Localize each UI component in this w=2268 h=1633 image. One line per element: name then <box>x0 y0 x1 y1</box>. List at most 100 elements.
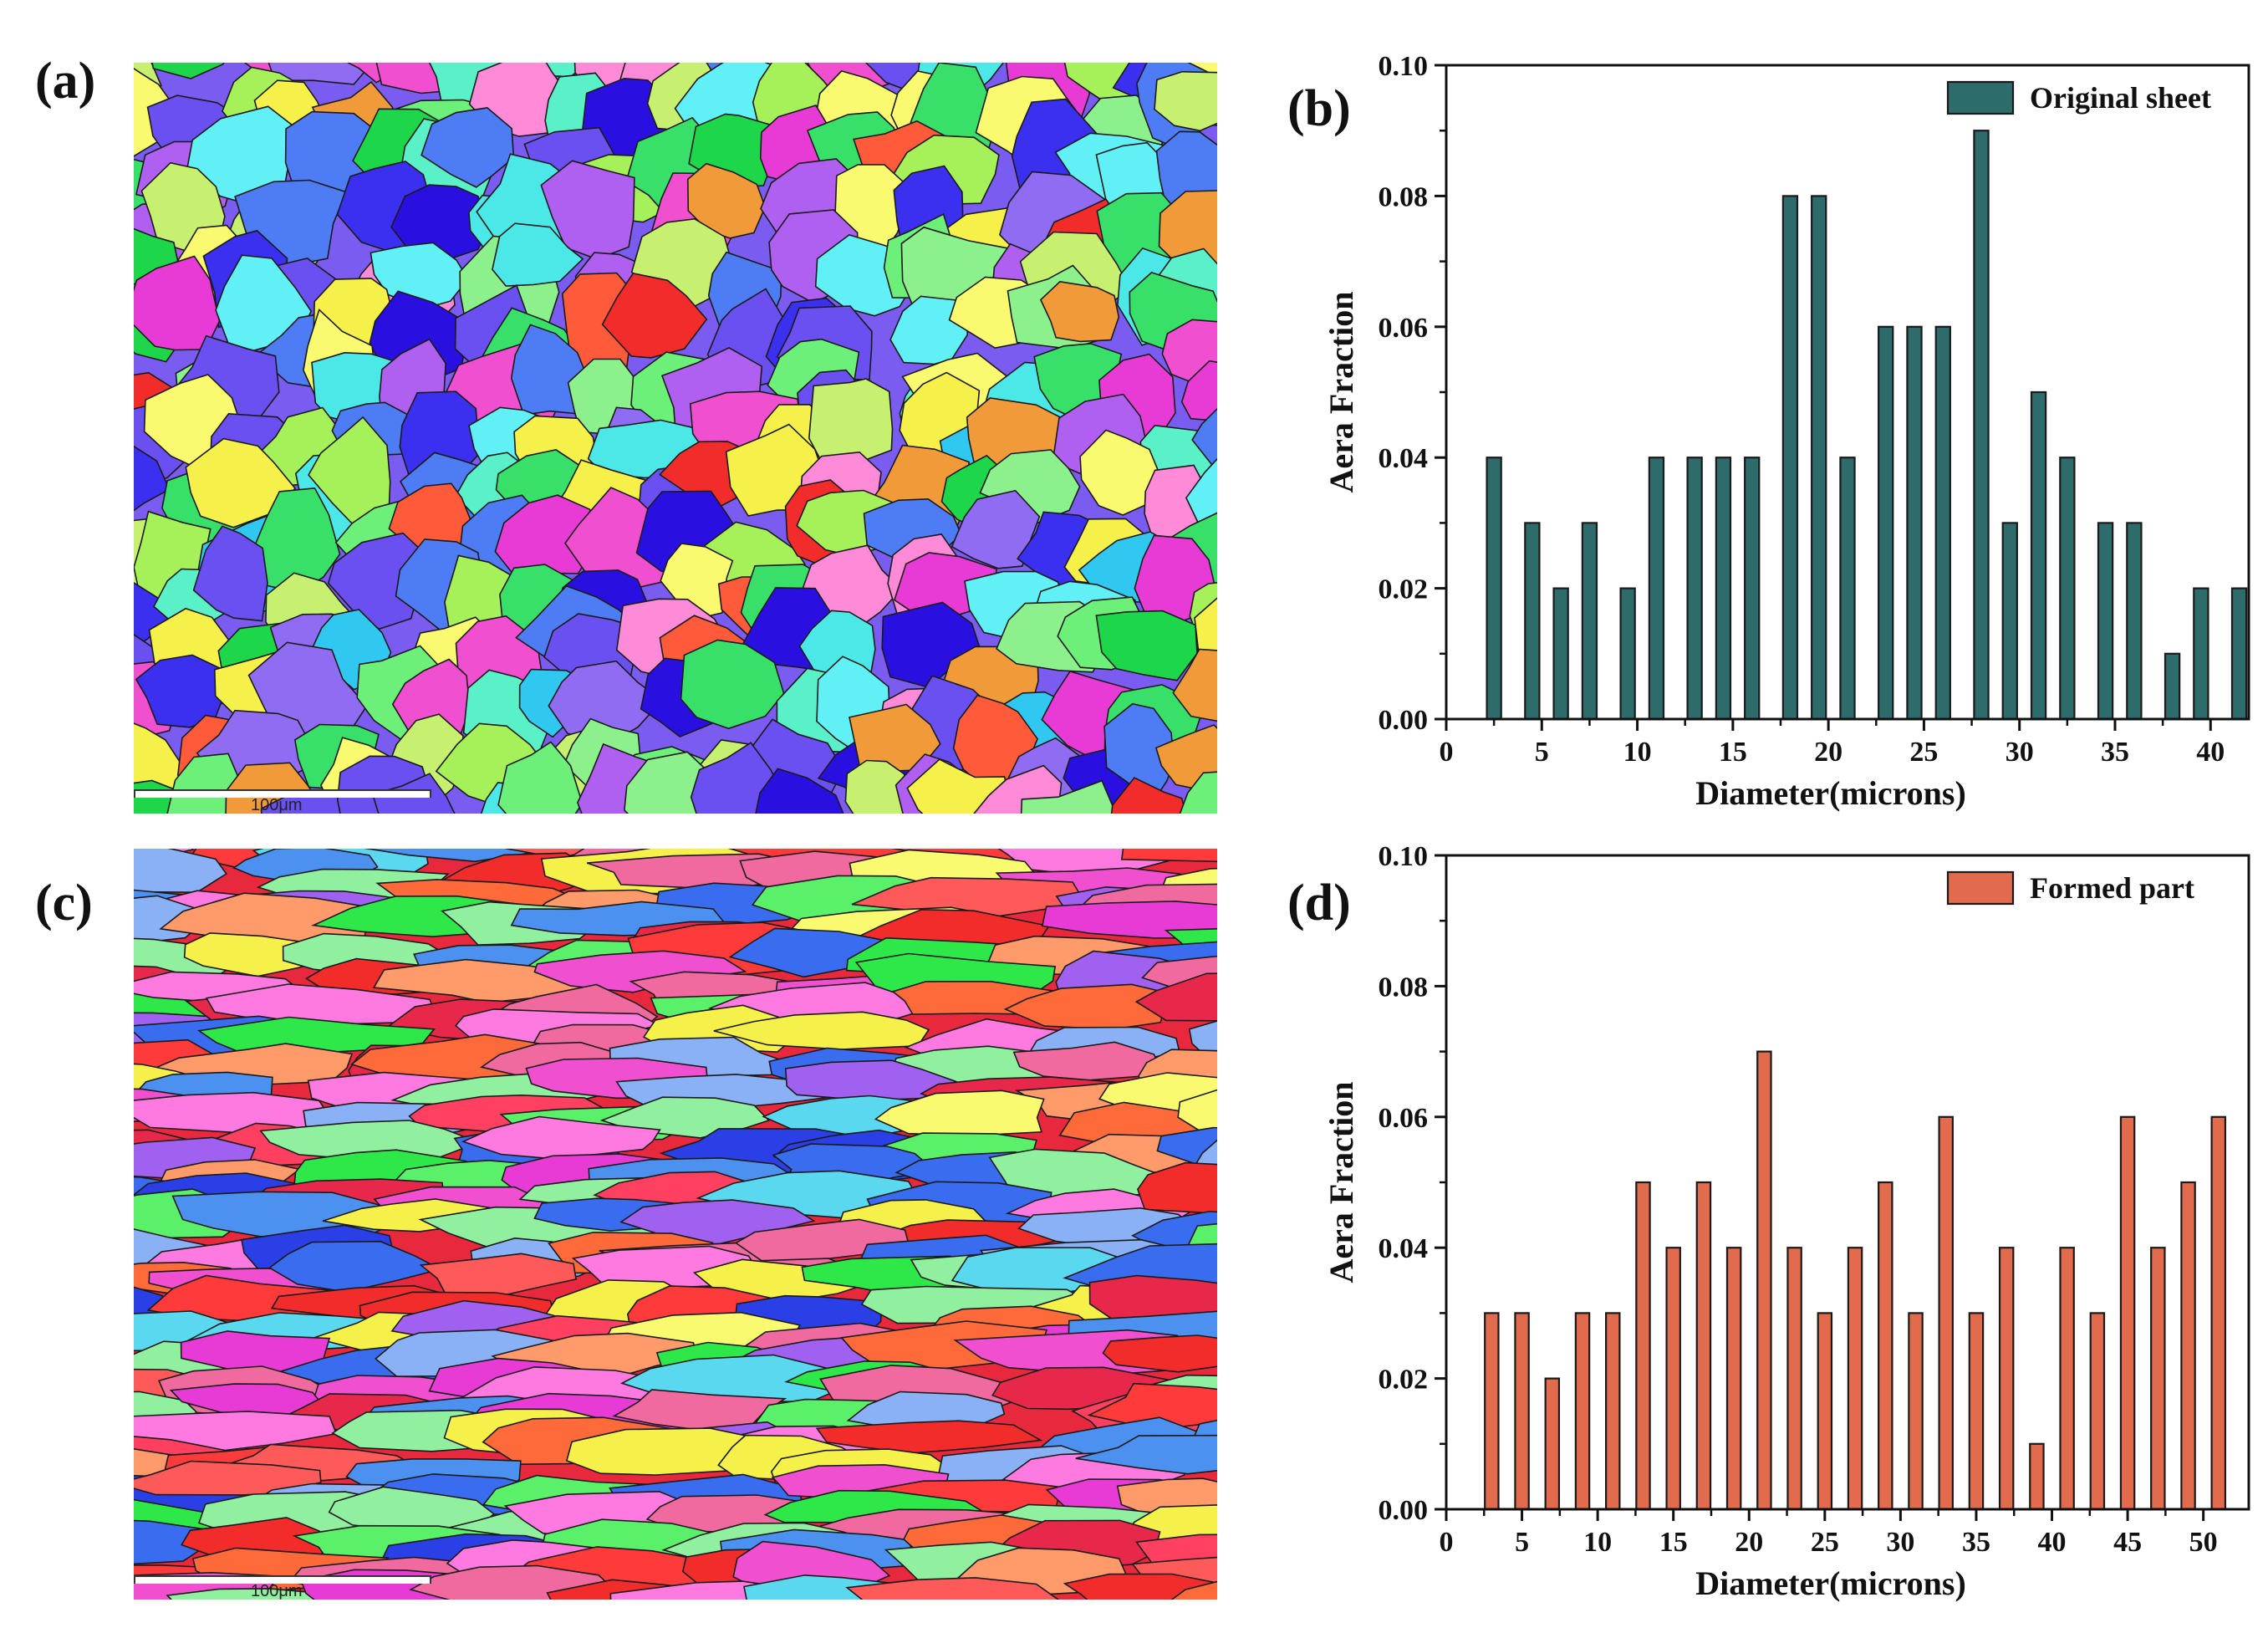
grain <box>713 1011 930 1050</box>
bar <box>1998 1247 2015 1511</box>
y-tick-label: 0.06 <box>1379 313 1429 344</box>
scale-bar-a <box>134 789 431 798</box>
grain <box>755 768 844 814</box>
bar <box>2001 522 2018 721</box>
bar <box>1514 1312 1530 1511</box>
grain <box>1179 771 1217 814</box>
bar <box>1847 1247 1863 1511</box>
bar <box>2089 1312 2106 1511</box>
grain <box>1170 1580 1217 1600</box>
grain <box>540 160 635 260</box>
ebsd-map-formed <box>134 849 1217 1600</box>
grain <box>1075 1434 1217 1475</box>
grain <box>134 1411 338 1452</box>
legend-label: Original sheet <box>2030 81 2211 115</box>
grain <box>680 639 785 730</box>
y-tick-label: 0.00 <box>1379 1495 1429 1526</box>
legend-label: Formed part <box>2030 871 2194 905</box>
bar <box>2150 1247 2166 1511</box>
legend-swatch <box>1946 80 2015 115</box>
grain <box>166 753 242 814</box>
grain <box>1020 779 1117 814</box>
y-tick-label: 0.04 <box>1379 1233 1429 1264</box>
bar <box>2164 652 2181 721</box>
grain <box>1095 610 1198 681</box>
y-tick-label: 0.08 <box>1379 972 1429 1003</box>
panel-label-a: (a) <box>35 53 96 110</box>
scale-bar-label-a: 100μm <box>251 796 303 814</box>
x-axis-title: Diameter(microns) <box>1695 774 1966 812</box>
grain <box>874 1090 1045 1137</box>
bar <box>1968 1312 1985 1511</box>
panel-label-c: (c) <box>35 875 93 931</box>
x-tick-label: 35 <box>1962 1527 1990 1558</box>
grain <box>134 255 221 351</box>
grain <box>151 63 225 79</box>
bar <box>1581 522 1598 721</box>
x-tick-label: 0 <box>1440 737 1454 768</box>
x-tick-label: 10 <box>1583 1527 1612 1558</box>
bar <box>1839 457 1856 721</box>
x-tick-label: 5 <box>1515 1527 1529 1558</box>
bar <box>1665 1247 1681 1511</box>
x-tick-label: 15 <box>1659 1527 1688 1558</box>
ebsd-map-original <box>134 63 1217 814</box>
chart-original-sheet: 0.00 0.02 0.04 0.06 0.08 0.10 0 5 10 15 20 25 30 35 40… <box>1323 51 2250 812</box>
bar <box>2126 522 2143 721</box>
grain <box>951 489 1041 569</box>
bar <box>1781 195 1799 721</box>
bar <box>2230 587 2248 721</box>
bar <box>1524 522 1541 721</box>
grain <box>845 1577 1060 1600</box>
grain <box>1180 360 1217 421</box>
grain <box>134 445 171 512</box>
y-tick-label: 0.08 <box>1379 181 1429 212</box>
bar <box>1756 1050 1772 1511</box>
grain <box>686 162 767 239</box>
grain <box>420 107 515 188</box>
grain <box>268 63 374 85</box>
grain <box>510 324 589 416</box>
x-tick-label: 15 <box>1719 737 1747 768</box>
grain <box>565 1427 768 1476</box>
grain <box>1191 407 1217 472</box>
grain <box>1185 457 1217 527</box>
panel-label-b: (b) <box>1287 80 1351 137</box>
bar <box>1878 325 1894 721</box>
grain <box>881 601 981 688</box>
grain <box>659 441 749 510</box>
bar <box>1878 1181 1893 1511</box>
grain <box>1110 777 1187 814</box>
grain <box>390 184 490 263</box>
y-tick-label: 0.06 <box>1379 1103 1429 1134</box>
panel-label-d: (d) <box>1287 875 1351 931</box>
y-tick-label: 0.04 <box>1379 443 1429 474</box>
x-tick-label: 40 <box>2196 737 2225 768</box>
bar <box>1906 325 1923 721</box>
bar <box>1786 1247 1802 1511</box>
y-axis-title: Aera Fraction <box>1323 291 1360 492</box>
bar <box>1695 1181 1712 1511</box>
bar <box>1574 1312 1591 1511</box>
bar <box>1715 457 1732 721</box>
grain <box>205 983 436 1025</box>
x-tick-label: 50 <box>2189 1527 2218 1558</box>
bar <box>2180 1181 2196 1511</box>
bar <box>1484 1312 1500 1511</box>
grain <box>268 1240 442 1294</box>
grain <box>1188 1020 1217 1059</box>
grain <box>166 1588 335 1600</box>
bar <box>1648 457 1665 721</box>
grain <box>1154 70 1217 132</box>
x-tick-label: 40 <box>2038 1527 2067 1558</box>
grain <box>1063 1573 1217 1600</box>
grain <box>1137 1161 1217 1215</box>
x-tick-label: 25 <box>1811 1527 1839 1558</box>
y-tick-label: 0.10 <box>1379 841 1429 872</box>
x-tick-label: 5 <box>1535 737 1549 768</box>
x-tick-label: 45 <box>2113 1527 2142 1558</box>
bar <box>1686 457 1703 721</box>
bar <box>1908 1312 1924 1511</box>
y-tick-label: 0.02 <box>1379 1365 1429 1396</box>
grain <box>1102 1334 1217 1373</box>
